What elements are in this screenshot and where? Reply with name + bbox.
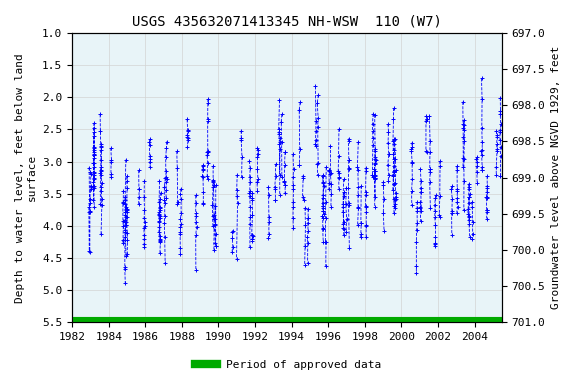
Y-axis label: Depth to water level, feet below land
surface: Depth to water level, feet below land su… xyxy=(15,53,37,303)
Title: USGS 435632071413345 NH-WSW  110 (W7): USGS 435632071413345 NH-WSW 110 (W7) xyxy=(132,15,442,29)
Y-axis label: Groundwater level above NGVD 1929, feet: Groundwater level above NGVD 1929, feet xyxy=(551,46,561,309)
Legend: Period of approved data: Period of approved data xyxy=(191,356,385,375)
